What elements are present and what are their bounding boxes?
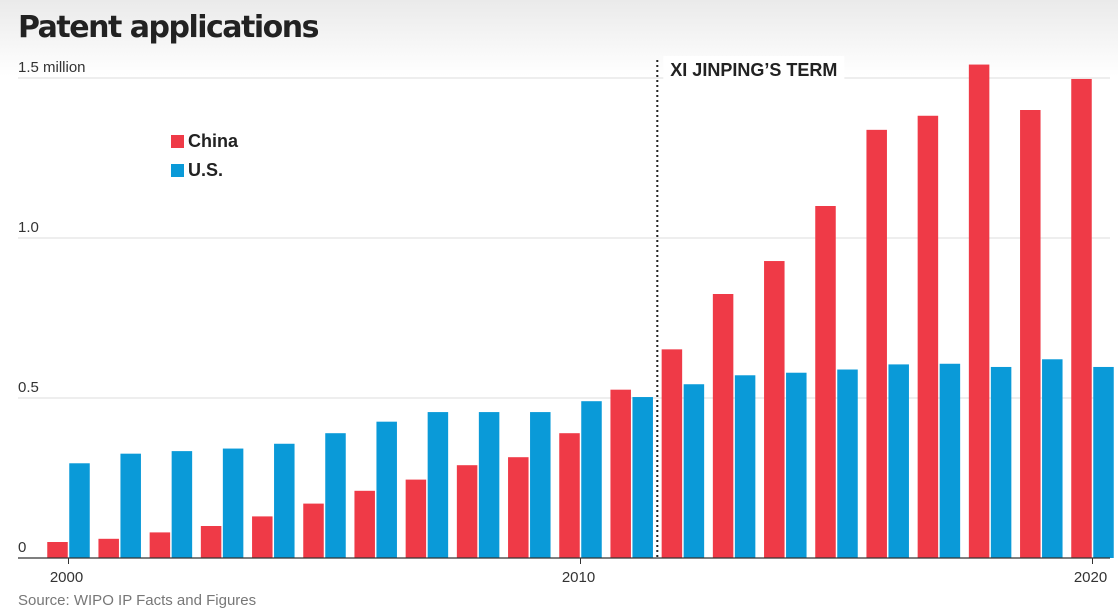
- china-bar-2008: [456, 465, 478, 558]
- us-bar-2007: [427, 412, 449, 558]
- y-tick-label: 1.0: [18, 219, 39, 236]
- y-tick-label: 0: [18, 539, 26, 556]
- x-tick-label: 2010: [562, 569, 595, 586]
- china-bar-2016: [866, 129, 887, 558]
- china-bar-2004: [252, 516, 273, 558]
- us-bar-2010: [581, 401, 602, 558]
- china-bar-2010: [559, 433, 580, 558]
- y-tick-label: 1.5 million: [18, 59, 86, 76]
- header-band: [0, 0, 1118, 76]
- x-tick-label: 2000: [50, 569, 83, 586]
- china-bar-2015: [815, 206, 836, 558]
- annotation-background: [663, 56, 845, 82]
- china-bar-2009: [508, 457, 529, 558]
- china-bar-2017: [917, 115, 939, 558]
- us-legend-label: U.S.: [188, 160, 223, 180]
- us-bar-2013: [734, 375, 756, 558]
- us-bar-2003: [222, 448, 244, 558]
- china-bar-2020: [1071, 78, 1092, 559]
- china-bar-2005: [303, 503, 324, 558]
- us-bar-2018: [990, 366, 1012, 558]
- us-bar-2004: [274, 443, 295, 558]
- china-bar-2018: [968, 64, 990, 558]
- china-bar-2014: [764, 261, 785, 558]
- china-bar-2000: [47, 542, 68, 558]
- us-bar-2012: [683, 384, 705, 558]
- us-bar-2009: [530, 412, 551, 558]
- us-bar-2006: [376, 421, 397, 558]
- china-bar-2019: [1020, 110, 1041, 558]
- us-bar-2020: [1093, 366, 1114, 558]
- us-legend-swatch: [171, 164, 184, 177]
- us-bar-2011: [632, 397, 653, 558]
- us-bar-2016: [888, 364, 909, 558]
- us-bar-2015: [837, 369, 858, 558]
- us-bar-2002: [171, 451, 193, 558]
- us-bar-2014: [786, 372, 807, 558]
- china-bar-2006: [354, 490, 375, 558]
- us-bar-2008: [478, 412, 500, 558]
- term-annotation-label: XI JINPING’S TERM: [670, 60, 837, 80]
- chart-title: Patent applications: [18, 10, 320, 45]
- china-bar-2011: [610, 389, 631, 558]
- china-bar-2007: [405, 479, 427, 558]
- china-bar-2002: [149, 532, 171, 558]
- source-note: Source: WIPO IP Facts and Figures: [18, 592, 257, 609]
- china-bar-2012: [661, 349, 683, 558]
- china-legend-label: China: [188, 131, 239, 151]
- x-tick-label: 2020: [1074, 569, 1107, 586]
- us-bar-2019: [1042, 359, 1063, 558]
- y-tick-label: 0.5: [18, 379, 39, 396]
- us-bar-2001: [120, 453, 141, 558]
- us-bar-2005: [325, 433, 346, 558]
- us-bar-2017: [939, 363, 961, 558]
- china-legend-swatch: [171, 135, 184, 148]
- us-bar-2000: [69, 463, 90, 558]
- china-bar-2013: [712, 294, 734, 558]
- china-bar-2003: [200, 526, 222, 558]
- china-bar-2001: [98, 538, 119, 558]
